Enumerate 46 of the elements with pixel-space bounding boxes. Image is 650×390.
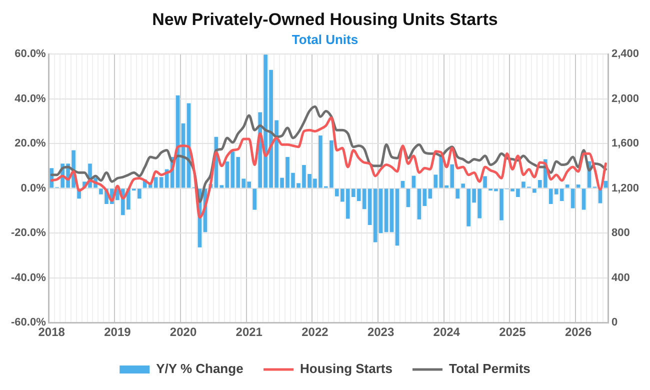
x-tick-label: 2022 — [302, 325, 329, 340]
bar — [565, 184, 570, 188]
bar — [373, 188, 378, 242]
bar — [378, 188, 383, 234]
bar — [604, 180, 608, 188]
bar — [252, 188, 257, 210]
chart-subtitle: Total Units — [292, 32, 358, 47]
y2-tick-label: 2,400 — [611, 48, 640, 60]
y-tick-label: 60.0% — [14, 48, 46, 60]
y-tick-label: 40.0% — [14, 92, 46, 105]
bar — [483, 176, 487, 188]
y-tick-label: -40.0% — [10, 272, 46, 284]
x-tick-label: 2026 — [564, 325, 592, 340]
y-tick-label: -20.0% — [10, 227, 46, 240]
y2-tick-label: 800 — [611, 227, 630, 240]
y2-tick-label: 1,200 — [611, 182, 640, 194]
bar — [456, 188, 460, 199]
bar — [384, 188, 388, 232]
x-tick-label: 2019 — [104, 325, 132, 340]
y2-tick-label: 0 — [611, 316, 618, 329]
y2-tick-label: 400 — [611, 272, 630, 284]
bar — [406, 188, 410, 208]
x-tick-label: 2025 — [499, 325, 526, 340]
y-tick-label: 0.0% — [20, 182, 46, 194]
x-tick-label: 2021 — [236, 325, 263, 340]
bar — [368, 188, 372, 226]
chart-title: New Privately-Owned Housing Units Starts — [152, 10, 498, 29]
x-tick-label: 2024 — [433, 325, 460, 340]
bar — [400, 180, 405, 188]
bar — [417, 188, 422, 220]
y-tick-label: 20.0% — [14, 138, 46, 150]
bar — [582, 188, 586, 210]
x-tick-label: 2023 — [367, 325, 394, 340]
bar — [390, 188, 394, 232]
bar — [532, 188, 536, 193]
legend-label: Housing Starts — [300, 361, 392, 376]
y2-tick-label: 2,000 — [611, 92, 640, 105]
bar — [412, 176, 416, 188]
y2-tick-label: 1,600 — [611, 138, 640, 150]
x-tick-label: 2020 — [170, 325, 197, 340]
bar — [576, 184, 580, 188]
legend-label: Total Permits — [448, 361, 530, 376]
line-series — [50, 116, 607, 219]
bar — [461, 184, 465, 188]
bar — [395, 188, 400, 246]
legend-label: Y/Y % Change — [156, 361, 244, 376]
